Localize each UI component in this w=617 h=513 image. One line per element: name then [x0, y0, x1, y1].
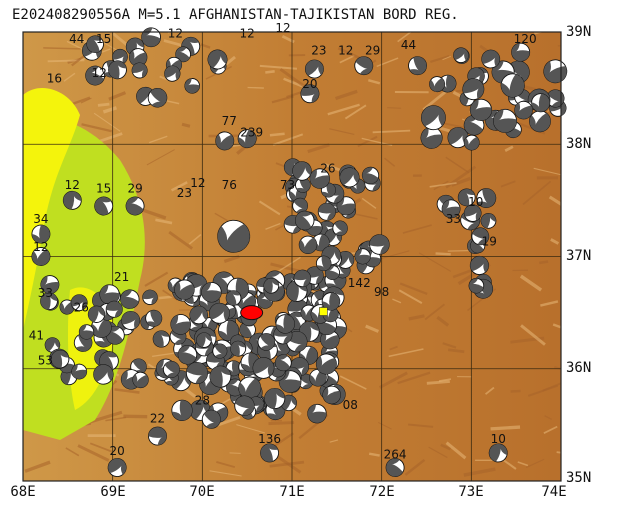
mechanism-label: 120	[514, 32, 537, 46]
lat-label-38n: 38N	[566, 136, 591, 152]
epicenter-marker	[319, 308, 327, 316]
mechanism-label: 15	[96, 32, 111, 46]
mechanism-label: 53	[38, 353, 53, 367]
mechanism-label: 28	[195, 394, 210, 408]
mechanism-label: 33	[38, 286, 53, 300]
mechanism-label: 73	[280, 178, 295, 192]
mechanism-label: 08	[343, 398, 358, 412]
mechanism-label: 33	[446, 212, 461, 226]
mechanism-label: 136	[258, 432, 281, 446]
mechanism-label: 10	[491, 432, 506, 446]
mechanism-label: 21	[114, 270, 129, 284]
lon-label-69e: 69E	[100, 484, 125, 500]
mechanism-label: 76	[222, 178, 237, 192]
mechanism-label: 12	[240, 27, 255, 41]
beachball-icon	[531, 93, 550, 112]
mechanism-label: 19	[482, 234, 497, 248]
beachball-icon	[79, 325, 93, 339]
mechanism-label: 44	[401, 38, 416, 52]
lon-label-74e: 74E	[541, 484, 566, 500]
lat-label-39n: 39N	[566, 24, 591, 40]
lat-label-37n: 37N	[566, 248, 591, 264]
beachball-icon	[265, 388, 285, 408]
mechanism-label: 12	[65, 178, 80, 192]
mechanism-label: 239	[240, 125, 263, 139]
lon-label-68e: 68E	[10, 484, 35, 500]
mechanism-label: 29	[365, 43, 380, 57]
mechanism-label: 12	[338, 43, 353, 57]
lon-label-72e: 72E	[369, 484, 394, 500]
mechanism-label: 12	[275, 21, 290, 35]
mechanism-label: 22	[150, 412, 165, 426]
mechanism-label: 41	[29, 329, 44, 343]
mechanism-label: 264	[384, 448, 407, 462]
mechanism-label: 16	[47, 72, 62, 86]
mechanism-label: 98	[374, 285, 389, 299]
lon-label-71e: 71E	[279, 484, 304, 500]
beachball-icon	[264, 278, 279, 293]
lon-label-73e: 73E	[458, 484, 483, 500]
map-title: E202408290556A M=5.1 AFGHANISTAN-TAJIKIS…	[12, 7, 459, 23]
beachball-icon	[184, 78, 200, 94]
mechanism-label: 15	[96, 182, 111, 196]
mechanism-label: 20	[110, 444, 125, 458]
beachball-icon	[148, 427, 166, 445]
beachball-icon	[276, 314, 295, 333]
mechanism-label: 26	[320, 161, 335, 175]
beachball-icon	[201, 282, 221, 302]
mechanism-label: 26	[74, 301, 89, 315]
mechanism-label: 12	[190, 176, 205, 190]
mechanism-label: 44	[69, 32, 84, 46]
main-event-marker	[241, 306, 263, 320]
mechanism-label: 12	[168, 27, 183, 41]
lat-label-35n: 35N	[566, 470, 591, 486]
mechanism-label: 20	[302, 77, 317, 91]
beachball-icon	[106, 301, 123, 318]
mechanism-label: 12	[33, 240, 48, 254]
mechanism-label: 142	[348, 276, 371, 290]
lon-label-70e: 70E	[189, 484, 214, 500]
mechanism-label: 23	[311, 43, 326, 57]
lat-label-36n: 36N	[566, 360, 591, 376]
mechanism-label: 34	[33, 212, 48, 226]
mechanism-label: 10	[468, 195, 483, 209]
mechanism-label: 23	[177, 186, 192, 200]
mechanism-label: 77	[222, 114, 237, 128]
mechanism-label: 12	[92, 66, 107, 80]
beachball-icon	[318, 203, 335, 220]
mechanism-label: 29	[127, 182, 142, 196]
